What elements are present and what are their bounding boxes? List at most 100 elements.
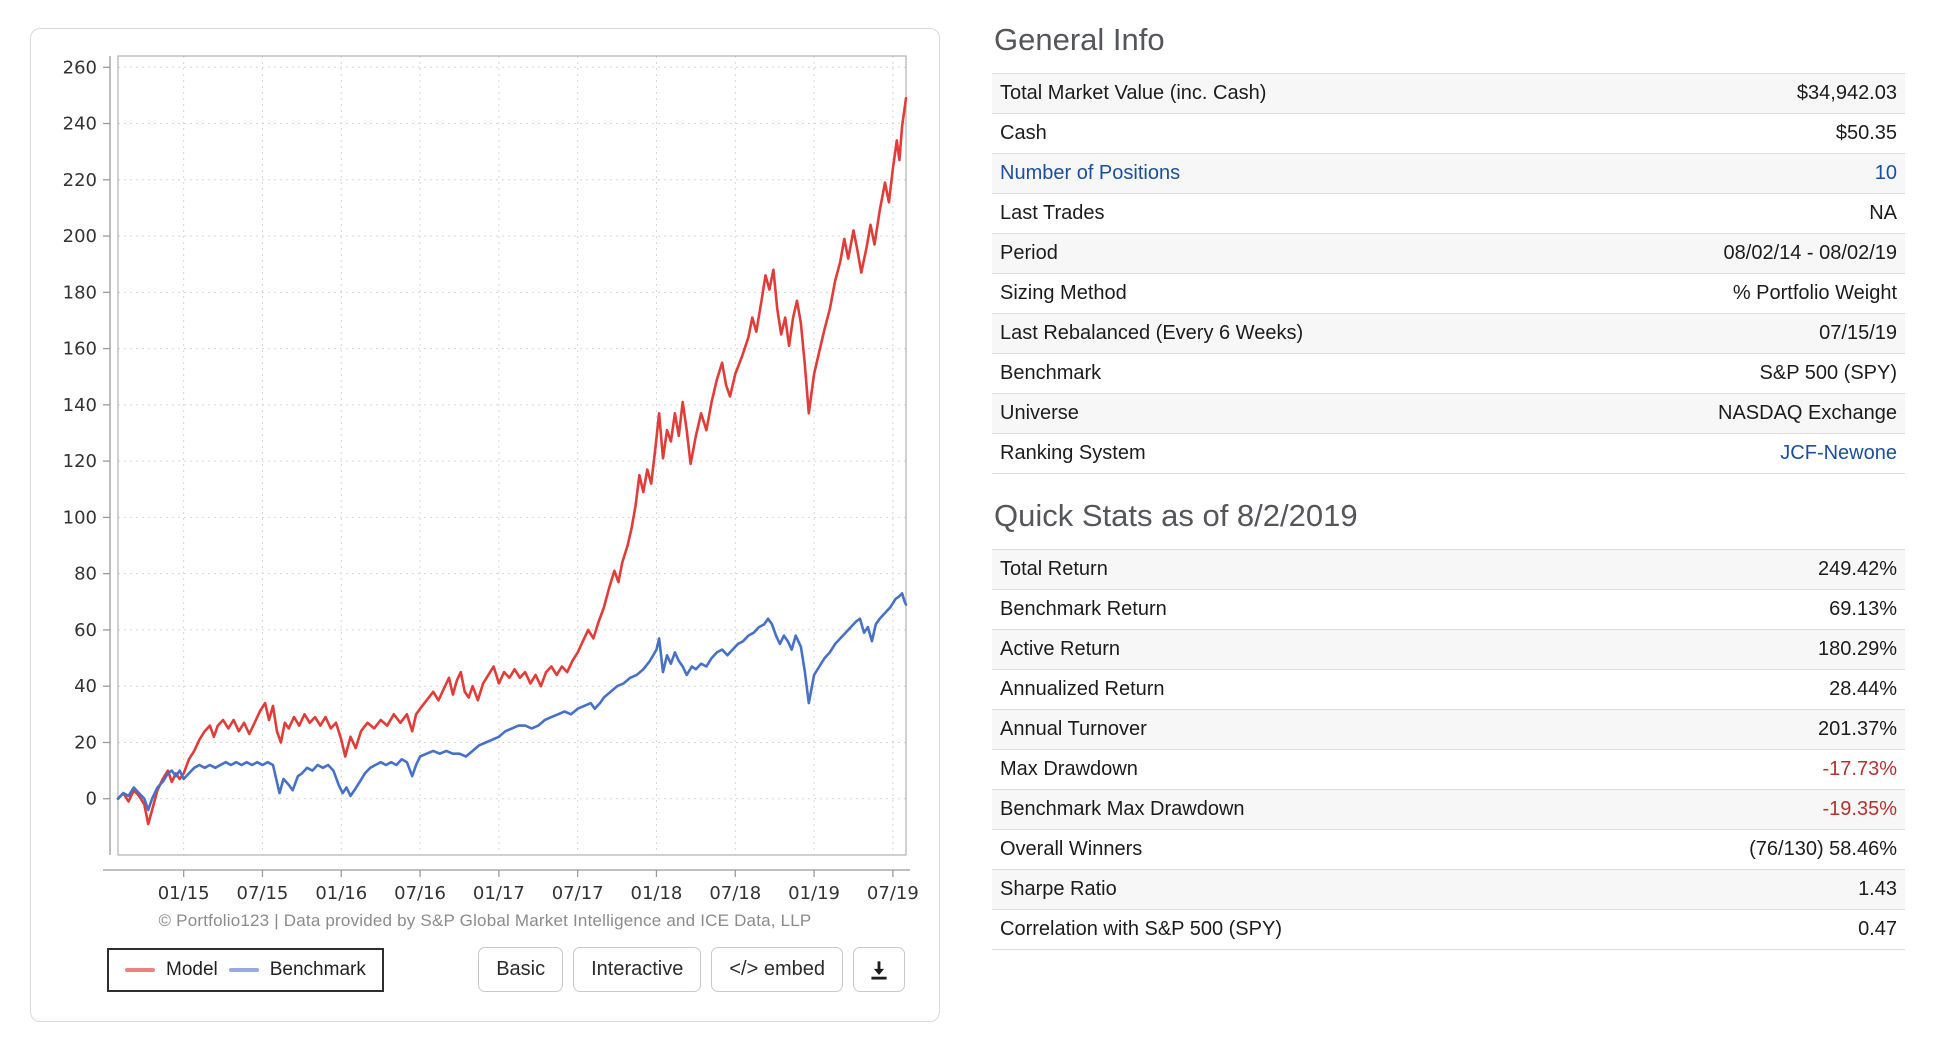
download-icon [871,960,887,980]
row-value: S&P 500 (SPY) [1759,362,1897,384]
x-axis-label: 07/16 [394,883,446,904]
x-axis-label: 01/17 [473,883,525,904]
y-axis-label: 100 [63,507,97,528]
row-label: Total Market Value (inc. Cash) [1000,82,1267,104]
row-value: 201.37% [1818,718,1897,740]
info-panel: General Info Total Market Value (inc. Ca… [992,22,1905,950]
x-axis-label: 01/15 [158,883,210,904]
row-label: Period [1000,242,1058,264]
row-value: 28.44% [1829,678,1897,700]
row-value: -17.73% [1822,758,1898,780]
y-axis-label: 80 [74,564,97,585]
general-info-table: Total Market Value (inc. Cash) $34,942.03… [992,73,1905,474]
x-axis-label: 01/18 [631,883,683,904]
performance-chart-panel: 0 20 40 60 80 100 120 140 160 180 200 220 240 260 01/1… [30,28,940,1022]
table-row: Annualized Return 28.44% [992,670,1905,710]
x-axis-label: 07/17 [552,883,604,904]
y-axis-label: 240 [63,114,97,135]
y-axis-label: 200 [63,226,97,247]
y-axis-label: 260 [63,57,97,78]
row-label: Total Return [1000,558,1108,580]
chart-button-row: Basic Interactive </> embed [478,947,905,992]
x-axis-label: 01/19 [788,883,840,904]
quick-stats-table: Total Return 249.42% Benchmark Return 69.13… [992,549,1905,950]
table-row: Benchmark S&P 500 (SPY) [992,354,1905,394]
table-row: Ranking System JCF-Newone [992,434,1905,474]
interactive-button[interactable]: Interactive [573,947,702,992]
table-row: Benchmark Max Drawdown -19.35% [992,790,1905,830]
row-value: NASDAQ Exchange [1718,402,1897,424]
table-row: Last Rebalanced (Every 6 Weeks) 07/15/19 [992,314,1905,354]
row-label: Max Drawdown [1000,758,1138,780]
row-value: 08/02/14 - 08/02/19 [1723,242,1897,264]
table-row: Universe NASDAQ Exchange [992,394,1905,434]
table-row: Period 08/02/14 - 08/02/19 [992,234,1905,274]
download-button[interactable] [853,947,905,992]
row-label: Benchmark [1000,362,1102,384]
x-axis-label: 01/16 [315,883,367,904]
row-value: 0.47 [1858,918,1897,940]
table-row: Cash $50.35 [992,114,1905,154]
general-info-title: General Info [994,22,1165,57]
row-label: Last Trades [1000,202,1105,224]
table-row: Overall Winners (76/130) 58.46% [992,830,1905,870]
chart-footer: Model Benchmark Basic Interactive </> em… [107,947,905,992]
row-label: Overall Winners [1000,838,1143,860]
y-axis-label: 0 [86,789,97,810]
row-value: 69.13% [1829,598,1897,620]
row-value: (76/130) 58.46% [1749,838,1897,860]
row-label: Last Rebalanced (Every 6 Weeks) [1000,322,1304,344]
model-legend-swatch [125,967,155,972]
table-row: Max Drawdown -17.73% [992,750,1905,790]
row-value: -19.35% [1822,798,1898,820]
table-row: Sharpe Ratio 1.43 [992,870,1905,910]
model-legend-label: Model [166,958,218,980]
embed-button[interactable]: </> embed [711,947,843,992]
table-row: Sizing Method % Portfolio Weight [992,274,1905,314]
basic-button[interactable]: Basic [478,947,564,992]
table-row: Correlation with S&P 500 (SPY) 0.47 [992,910,1905,950]
row-label: Benchmark Max Drawdown [1000,798,1245,820]
row-value: 1.43 [1858,878,1897,900]
row-label: Benchmark Return [1000,598,1167,620]
row-label: Cash [1000,122,1047,144]
model-line [116,96,908,826]
row-value[interactable]: JCF-Newone [1780,442,1897,464]
row-label: Ranking System [1000,442,1146,464]
y-axis-label: 20 [74,732,97,753]
row-value: 249.42% [1818,558,1897,580]
row-label: Correlation with S&P 500 (SPY) [1000,918,1282,940]
row-label: Annualized Return [1000,678,1165,700]
table-row: Total Return 249.42% [992,550,1905,590]
plot-border [117,55,907,856]
table-row: Benchmark Return 69.13% [992,590,1905,630]
benchmark-line [116,592,908,812]
row-label: Sizing Method [1000,282,1127,304]
table-row: Number of Positions 10 [992,154,1905,194]
row-label: Universe [1000,402,1079,424]
y-axis-label: 180 [63,282,97,303]
row-value[interactable]: 10 [1874,162,1897,184]
table-row: Active Return 180.29% [992,630,1905,670]
y-axis-label: 220 [63,170,97,191]
y-axis-label: 40 [74,676,97,697]
row-value: $50.35 [1835,122,1897,144]
row-value: 07/15/19 [1819,322,1897,344]
row-value: NA [1869,202,1897,224]
row-label[interactable]: Number of Positions [1000,162,1181,184]
y-axis-label: 120 [63,451,97,472]
row-label: Sharpe Ratio [1000,878,1117,900]
table-row: Annual Turnover 201.37% [992,710,1905,750]
row-label: Active Return [1000,638,1121,660]
table-row: Last Trades NA [992,194,1905,234]
row-value: $34,942.03 [1796,82,1897,104]
chart-attribution: © Portfolio123 | Data provided by S&P Gl… [158,911,812,930]
benchmark-legend-swatch [228,967,259,972]
table-row: Total Market Value (inc. Cash) $34,942.03 [992,74,1905,114]
y-axis-label: 160 [63,339,97,360]
row-value: 180.29% [1818,638,1897,660]
x-axis-label: 07/18 [709,883,761,904]
x-axis-label: 07/19 [867,883,919,904]
quick-stats-title: Quick Stats as of 8/2/2019 [994,498,1358,533]
